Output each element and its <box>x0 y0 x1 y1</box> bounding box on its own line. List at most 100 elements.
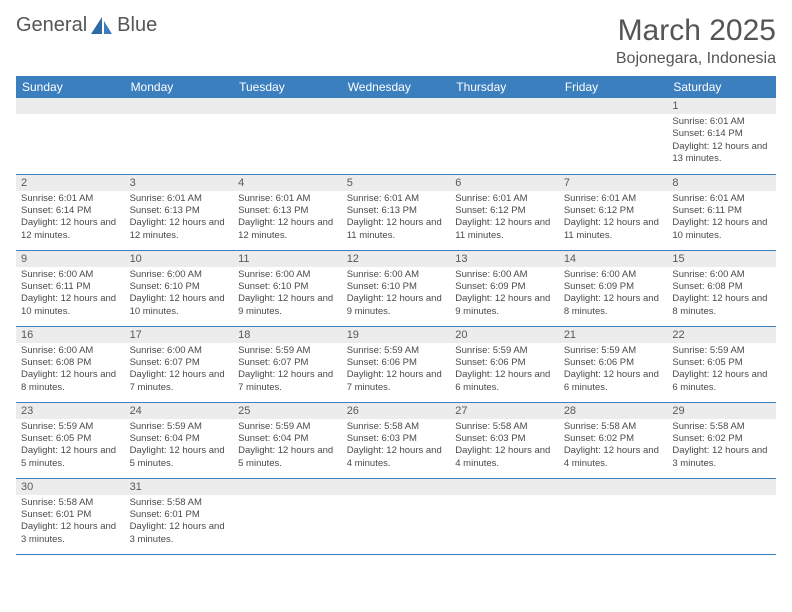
day-details: Sunrise: 6:00 AMSunset: 6:11 PMDaylight:… <box>16 267 125 322</box>
weekday-header: Monday <box>125 76 234 98</box>
calendar-cell: 26Sunrise: 5:58 AMSunset: 6:03 PMDayligh… <box>342 402 451 478</box>
calendar-cell: 8Sunrise: 6:01 AMSunset: 6:11 PMDaylight… <box>667 174 776 250</box>
day-number: 4 <box>233 175 342 191</box>
day-details: Sunrise: 5:58 AMSunset: 6:02 PMDaylight:… <box>667 419 776 474</box>
calendar-cell: 16Sunrise: 6:00 AMSunset: 6:08 PMDayligh… <box>16 326 125 402</box>
day-details: Sunrise: 5:59 AMSunset: 6:04 PMDaylight:… <box>233 419 342 474</box>
day-details: Sunrise: 6:00 AMSunset: 6:08 PMDaylight:… <box>667 267 776 322</box>
day-number <box>125 98 234 114</box>
calendar-cell: 29Sunrise: 5:58 AMSunset: 6:02 PMDayligh… <box>667 402 776 478</box>
title-location: Bojonegara, Indonesia <box>616 50 776 68</box>
calendar-row: 30Sunrise: 5:58 AMSunset: 6:01 PMDayligh… <box>16 478 776 554</box>
day-details: Sunrise: 5:59 AMSunset: 6:06 PMDaylight:… <box>450 343 559 398</box>
weekday-row: Sunday Monday Tuesday Wednesday Thursday… <box>16 76 776 98</box>
calendar-cell: 2Sunrise: 6:01 AMSunset: 6:14 PMDaylight… <box>16 174 125 250</box>
calendar-cell: 21Sunrise: 5:59 AMSunset: 6:06 PMDayligh… <box>559 326 668 402</box>
day-number: 13 <box>450 251 559 267</box>
title-month: March 2025 <box>616 14 776 48</box>
day-details: Sunrise: 6:00 AMSunset: 6:08 PMDaylight:… <box>16 343 125 398</box>
logo-text-2: Blue <box>117 14 157 37</box>
day-details: Sunrise: 5:58 AMSunset: 6:01 PMDaylight:… <box>125 495 234 550</box>
day-number: 11 <box>233 251 342 267</box>
day-details: Sunrise: 6:01 AMSunset: 6:11 PMDaylight:… <box>667 191 776 246</box>
day-number: 10 <box>125 251 234 267</box>
calendar-cell: 22Sunrise: 5:59 AMSunset: 6:05 PMDayligh… <box>667 326 776 402</box>
day-number: 8 <box>667 175 776 191</box>
day-number: 26 <box>342 403 451 419</box>
calendar-cell: 31Sunrise: 5:58 AMSunset: 6:01 PMDayligh… <box>125 478 234 554</box>
weekday-header: Thursday <box>450 76 559 98</box>
calendar-row: 23Sunrise: 5:59 AMSunset: 6:05 PMDayligh… <box>16 402 776 478</box>
day-details: Sunrise: 6:00 AMSunset: 6:10 PMDaylight:… <box>233 267 342 322</box>
calendar-table: Sunday Monday Tuesday Wednesday Thursday… <box>16 76 776 555</box>
logo: General Blue <box>16 14 157 37</box>
day-details: Sunrise: 6:00 AMSunset: 6:10 PMDaylight:… <box>125 267 234 322</box>
calendar-cell: 23Sunrise: 5:59 AMSunset: 6:05 PMDayligh… <box>16 402 125 478</box>
day-details: Sunrise: 5:59 AMSunset: 6:04 PMDaylight:… <box>125 419 234 474</box>
calendar-cell <box>16 98 125 174</box>
day-number: 6 <box>450 175 559 191</box>
day-details: Sunrise: 6:01 AMSunset: 6:12 PMDaylight:… <box>450 191 559 246</box>
day-number <box>667 479 776 495</box>
day-details: Sunrise: 5:59 AMSunset: 6:05 PMDaylight:… <box>16 419 125 474</box>
calendar-cell <box>342 98 451 174</box>
day-number: 5 <box>342 175 451 191</box>
day-number: 27 <box>450 403 559 419</box>
day-details: Sunrise: 6:01 AMSunset: 6:12 PMDaylight:… <box>559 191 668 246</box>
day-number: 30 <box>16 479 125 495</box>
calendar-cell: 4Sunrise: 6:01 AMSunset: 6:13 PMDaylight… <box>233 174 342 250</box>
day-number: 18 <box>233 327 342 343</box>
calendar-cell: 7Sunrise: 6:01 AMSunset: 6:12 PMDaylight… <box>559 174 668 250</box>
day-number <box>342 98 451 114</box>
day-number <box>16 98 125 114</box>
day-number: 1 <box>667 98 776 114</box>
day-number: 21 <box>559 327 668 343</box>
calendar-cell: 1Sunrise: 6:01 AMSunset: 6:14 PMDaylight… <box>667 98 776 174</box>
day-details: Sunrise: 6:01 AMSunset: 6:13 PMDaylight:… <box>233 191 342 246</box>
day-number: 7 <box>559 175 668 191</box>
day-number: 29 <box>667 403 776 419</box>
calendar-cell: 13Sunrise: 6:00 AMSunset: 6:09 PMDayligh… <box>450 250 559 326</box>
day-number <box>233 479 342 495</box>
header: General Blue March 2025 Bojonegara, Indo… <box>16 14 776 68</box>
day-number <box>559 479 668 495</box>
calendar-cell: 17Sunrise: 6:00 AMSunset: 6:07 PMDayligh… <box>125 326 234 402</box>
day-details: Sunrise: 6:01 AMSunset: 6:14 PMDaylight:… <box>16 191 125 246</box>
weekday-header: Friday <box>559 76 668 98</box>
weekday-header: Tuesday <box>233 76 342 98</box>
day-number: 31 <box>125 479 234 495</box>
calendar-cell: 11Sunrise: 6:00 AMSunset: 6:10 PMDayligh… <box>233 250 342 326</box>
day-details: Sunrise: 5:59 AMSunset: 6:05 PMDaylight:… <box>667 343 776 398</box>
calendar-cell: 30Sunrise: 5:58 AMSunset: 6:01 PMDayligh… <box>16 478 125 554</box>
calendar-row: 16Sunrise: 6:00 AMSunset: 6:08 PMDayligh… <box>16 326 776 402</box>
calendar-cell <box>667 478 776 554</box>
calendar-row: 9Sunrise: 6:00 AMSunset: 6:11 PMDaylight… <box>16 250 776 326</box>
calendar-cell: 9Sunrise: 6:00 AMSunset: 6:11 PMDaylight… <box>16 250 125 326</box>
day-details: Sunrise: 6:00 AMSunset: 6:07 PMDaylight:… <box>125 343 234 398</box>
calendar-cell <box>233 98 342 174</box>
calendar-cell: 3Sunrise: 6:01 AMSunset: 6:13 PMDaylight… <box>125 174 234 250</box>
calendar-row: 2Sunrise: 6:01 AMSunset: 6:14 PMDaylight… <box>16 174 776 250</box>
day-details: Sunrise: 6:00 AMSunset: 6:09 PMDaylight:… <box>559 267 668 322</box>
day-number: 20 <box>450 327 559 343</box>
calendar-cell <box>450 478 559 554</box>
day-number: 12 <box>342 251 451 267</box>
day-number: 19 <box>342 327 451 343</box>
day-number <box>450 98 559 114</box>
day-details: Sunrise: 5:59 AMSunset: 6:07 PMDaylight:… <box>233 343 342 398</box>
day-number: 9 <box>16 251 125 267</box>
day-number: 17 <box>125 327 234 343</box>
logo-sail-icon <box>91 17 113 35</box>
day-details: Sunrise: 6:00 AMSunset: 6:10 PMDaylight:… <box>342 267 451 322</box>
calendar-cell: 15Sunrise: 6:00 AMSunset: 6:08 PMDayligh… <box>667 250 776 326</box>
calendar-cell: 28Sunrise: 5:58 AMSunset: 6:02 PMDayligh… <box>559 402 668 478</box>
calendar-cell: 6Sunrise: 6:01 AMSunset: 6:12 PMDaylight… <box>450 174 559 250</box>
logo-text-1: General <box>16 14 87 37</box>
weekday-header: Saturday <box>667 76 776 98</box>
calendar-cell: 24Sunrise: 5:59 AMSunset: 6:04 PMDayligh… <box>125 402 234 478</box>
day-number: 14 <box>559 251 668 267</box>
calendar-cell <box>125 98 234 174</box>
calendar-cell: 19Sunrise: 5:59 AMSunset: 6:06 PMDayligh… <box>342 326 451 402</box>
day-details: Sunrise: 5:58 AMSunset: 6:01 PMDaylight:… <box>16 495 125 550</box>
day-details: Sunrise: 6:01 AMSunset: 6:14 PMDaylight:… <box>667 114 776 169</box>
